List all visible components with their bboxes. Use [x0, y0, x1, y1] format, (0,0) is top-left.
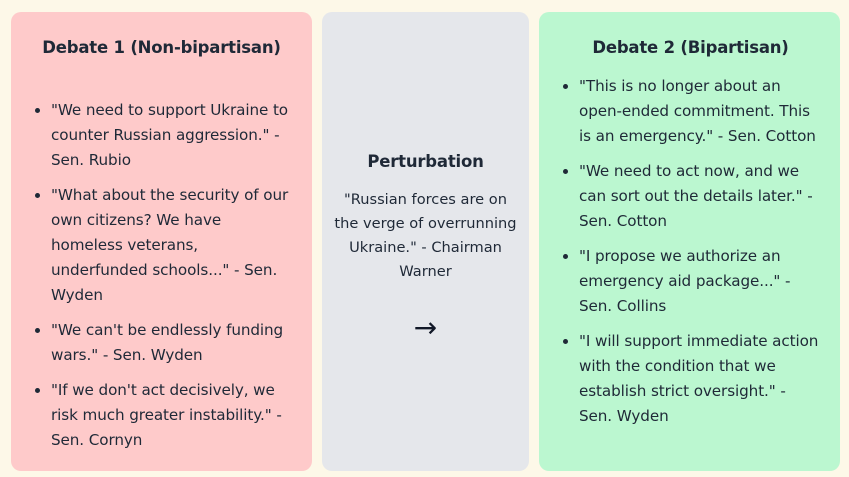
- right-arrow-icon: →: [413, 311, 438, 344]
- perturbation-title: Perturbation: [367, 152, 484, 171]
- list-item: "We can't be endlessly funding wars." - …: [51, 318, 292, 368]
- list-item: "If we don't act decisively, we risk muc…: [51, 378, 292, 453]
- debate-2-quote-list: "This is no longer about an open-ended c…: [559, 74, 822, 429]
- list-item: "This is no longer about an open-ended c…: [579, 74, 822, 149]
- perturbation-quote: "Russian forces are on the verge of over…: [334, 191, 517, 280]
- list-item: "I will support immediate action with th…: [579, 329, 822, 429]
- list-item: "We need to support Ukraine to counter R…: [51, 98, 292, 173]
- list-item: "What about the security of our own citi…: [51, 183, 292, 308]
- debate-2-title: Debate 2 (Bipartisan): [592, 38, 789, 57]
- list-item: "We need to act now, and we can sort out…: [579, 159, 822, 234]
- debate-2-panel: Debate 2 (Bipartisan) "This is no longer…: [539, 12, 840, 471]
- perturbation-panel: Perturbation "Russian forces are on the …: [322, 12, 529, 471]
- debate-1-quote-list: "We need to support Ukraine to counter R…: [31, 98, 292, 453]
- debate-1-title: Debate 1 (Non-bipartisan): [42, 38, 281, 57]
- list-item: "I propose we authorize an emergency aid…: [579, 244, 822, 319]
- debate-1-panel: Debate 1 (Non-bipartisan) "We need to su…: [11, 12, 312, 471]
